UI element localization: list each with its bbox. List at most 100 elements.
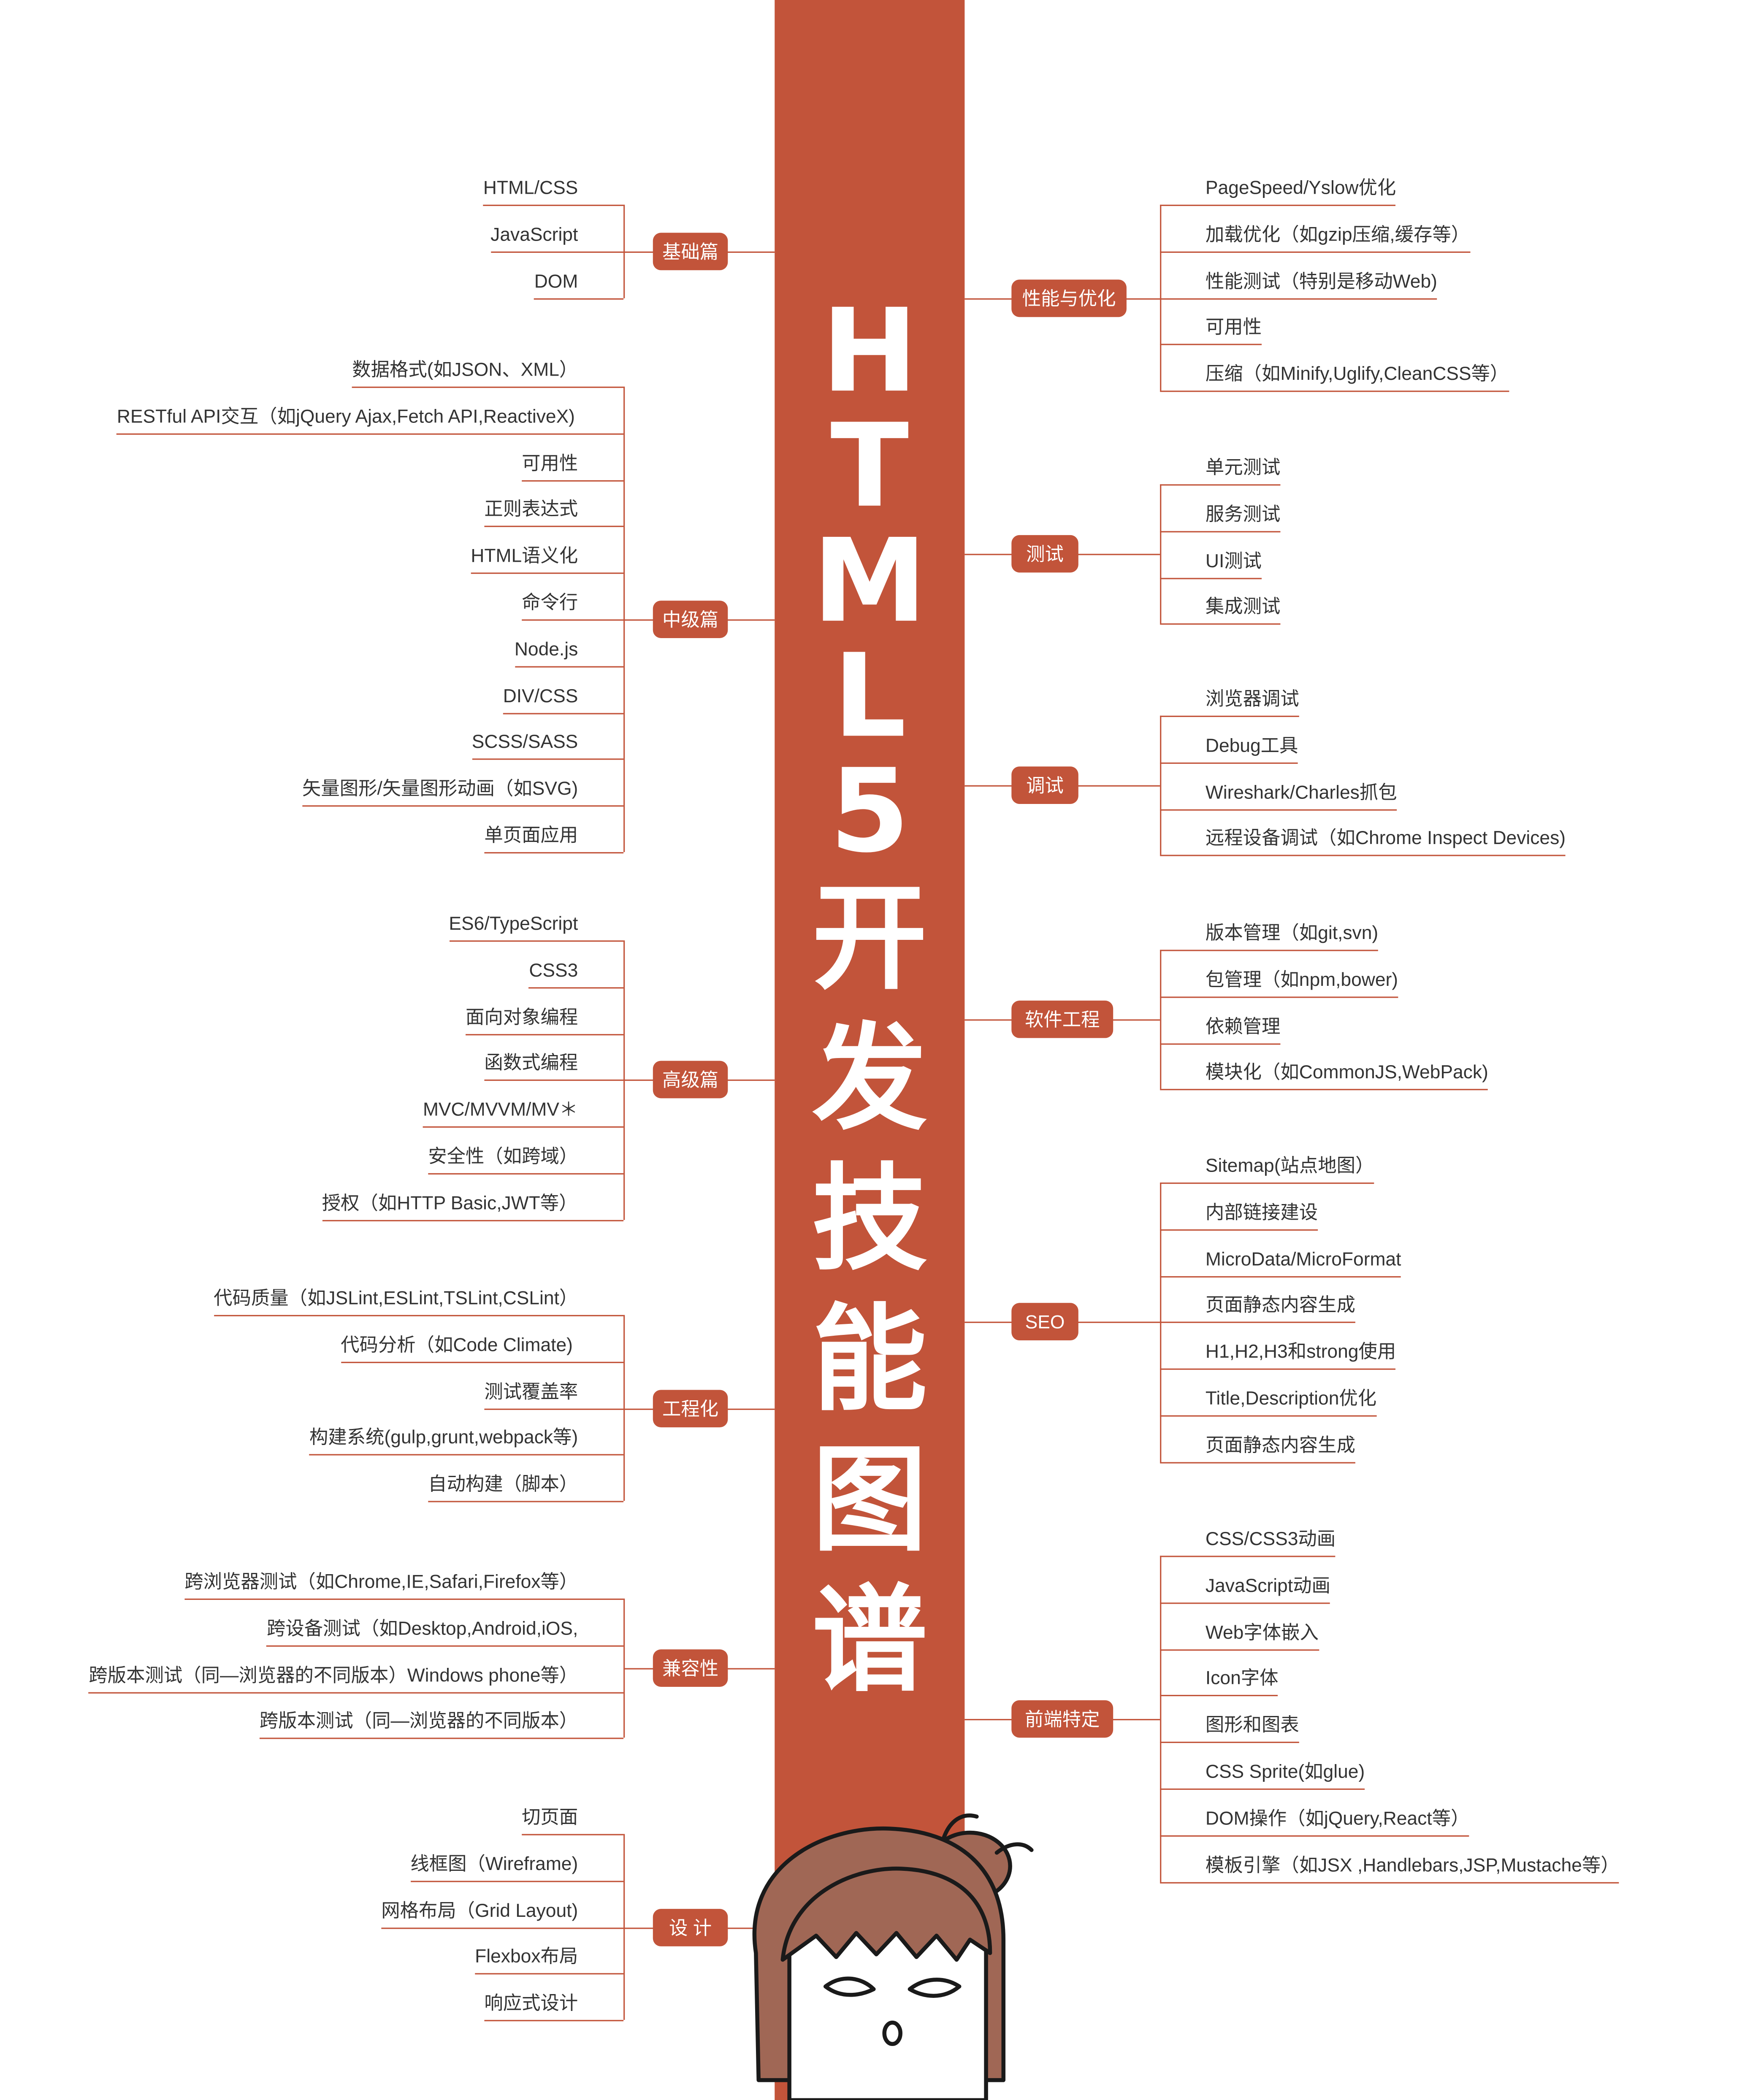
- title-char: H: [821, 285, 918, 419]
- title-char: T: [830, 400, 909, 534]
- leaf-underline: [1160, 530, 1281, 532]
- leaf-item: 数据格式(如JSON、XML）: [352, 358, 578, 380]
- leaf-item: 内部链接建设: [1205, 1201, 1318, 1223]
- leaf-item: 页面静态内容生成: [1205, 1294, 1355, 1316]
- leaf-underline: [514, 666, 624, 668]
- leaf-underline: [266, 1645, 624, 1647]
- leaf-item: 可用性: [522, 452, 578, 473]
- title-char: 开: [812, 872, 927, 1006]
- title-char: 能: [812, 1294, 927, 1428]
- leaf-item: 跨版本测试（同—浏览器的不同版本）Windows phone等）: [89, 1663, 578, 1685]
- leaf-underline: [1160, 204, 1396, 206]
- leaf-item: 加载优化（如gzip压缩,缓存等）: [1205, 223, 1470, 245]
- category-label: 工程化: [653, 1389, 728, 1427]
- leaf-item: 浏览器调试: [1205, 687, 1299, 709]
- leaf-underline: [423, 1126, 624, 1128]
- leaf-underline: [341, 1361, 624, 1363]
- leaf-item: HTML语义化: [471, 544, 578, 566]
- leaf-underline: [484, 2020, 624, 2022]
- leaf-item: CSS3: [529, 959, 578, 980]
- leaf-item: JavaScript动画: [1205, 1574, 1330, 1596]
- leaf-item: MicroData/MicroFormat: [1205, 1248, 1401, 1269]
- branch-spine: [1160, 1183, 1162, 1462]
- leaf-item: Debug工具: [1205, 734, 1298, 756]
- leaf-underline: [471, 759, 624, 760]
- leaf-underline: [475, 1973, 624, 1975]
- leaf-underline: [309, 1454, 624, 1456]
- leaf-underline: [1160, 809, 1397, 810]
- leaf-underline: [1160, 624, 1281, 625]
- leaf-item: CSS/CSS3动画: [1205, 1527, 1336, 1549]
- leaf-underline: [1160, 762, 1298, 764]
- leaf-item: 授权（如HTTP Basic,JWT等）: [322, 1191, 578, 1213]
- leaf-item: 面向对象编程: [466, 1005, 578, 1027]
- leaf-underline: [302, 805, 624, 807]
- leaf-item: 函数式编程: [484, 1052, 578, 1074]
- leaf-item: 图形和图表: [1205, 1713, 1299, 1735]
- leaf-underline: [484, 526, 624, 528]
- leaf-underline: [1160, 1183, 1374, 1184]
- leaf-item: 正则表达式: [484, 498, 578, 520]
- leaf-underline: [184, 1598, 624, 1600]
- leaf-underline: [466, 1033, 624, 1035]
- branch-spine: [1160, 204, 1162, 391]
- leaf-underline: [1160, 391, 1509, 392]
- leaf-underline: [1160, 1089, 1488, 1091]
- leaf-item: 代码分析（如Code Climate): [341, 1333, 573, 1355]
- leaf-underline: [1160, 1881, 1620, 1883]
- leaf-item: 模板引擎（如JSX ,Handlebars,JSP,Mustache等）: [1205, 1853, 1620, 1875]
- leaf-underline: [449, 940, 624, 942]
- leaf-item: ES6/TypeScript: [449, 912, 578, 934]
- leaf-underline: [471, 573, 624, 574]
- leaf-item: 页面静态内容生成: [1205, 1434, 1355, 1455]
- leaf-item: RESTful API交互（如jQuery Ajax,Fetch API,Rea…: [116, 405, 575, 427]
- leaf-item: DOM: [534, 269, 578, 291]
- leaf-item: 命令行: [522, 591, 578, 613]
- category-label: 调试: [1011, 766, 1078, 804]
- leaf-underline: [1160, 1695, 1279, 1697]
- leaf-item: 线框图（Wireframe): [410, 1852, 578, 1874]
- leaf-underline: [428, 1173, 624, 1174]
- leaf-underline: [1160, 1788, 1365, 1790]
- title-char: 5: [829, 745, 910, 879]
- leaf-item: PageSpeed/Yslow优化: [1205, 176, 1396, 198]
- leaf-underline: [1160, 577, 1262, 579]
- leaf-underline: [1160, 1415, 1377, 1417]
- leaf-item: 单元测试: [1205, 456, 1281, 478]
- leaf-underline: [490, 251, 624, 253]
- leaf-underline: [259, 1738, 624, 1740]
- leaf-underline: [1160, 484, 1281, 486]
- leaf-underline: [1160, 1461, 1355, 1464]
- leaf-item: UI测试: [1205, 549, 1262, 571]
- leaf-item: 集成测试: [1205, 595, 1281, 617]
- leaf-item: Icon字体: [1205, 1667, 1279, 1689]
- leaf-item: 响应式设计: [484, 1992, 578, 2013]
- leaf-underline: [428, 1501, 624, 1503]
- title-char: 图: [812, 1434, 927, 1568]
- leaf-item: 构建系统(gulp,grunt,webpack等): [309, 1426, 578, 1448]
- title-char: 发: [812, 1012, 927, 1147]
- title-char: 谱: [812, 1574, 927, 1708]
- girl-mascot-icon: [752, 1813, 1034, 2100]
- leaf-underline: [1160, 1229, 1318, 1231]
- category-label: 基础篇: [653, 232, 728, 270]
- leaf-underline: [529, 987, 624, 988]
- leaf-item: DOM操作（如jQuery,React等）: [1205, 1807, 1470, 1829]
- center-band: [775, 0, 965, 2100]
- leaf-underline: [522, 479, 624, 481]
- leaf-item: Sitemap(站点地图）: [1205, 1154, 1374, 1176]
- leaf-underline: [1160, 298, 1437, 299]
- leaf-item: H1,H2,H3和strong使用: [1205, 1340, 1396, 1362]
- leaf-item: 远程设备调试（如Chrome Inspect Devices): [1205, 827, 1566, 849]
- leaf-underline: [1160, 1043, 1281, 1045]
- leaf-underline: [381, 1927, 624, 1929]
- leaf-underline: [410, 1880, 624, 1882]
- leaf-item: SCSS/SASS: [471, 731, 578, 752]
- leaf-item: 矢量图形/矢量图形动画（如SVG): [302, 777, 578, 799]
- category-label: SEO: [1011, 1303, 1078, 1341]
- leaf-underline: [484, 1080, 624, 1082]
- title-char: L: [833, 630, 907, 764]
- leaf-item: 自动构建（脚本）: [428, 1473, 578, 1495]
